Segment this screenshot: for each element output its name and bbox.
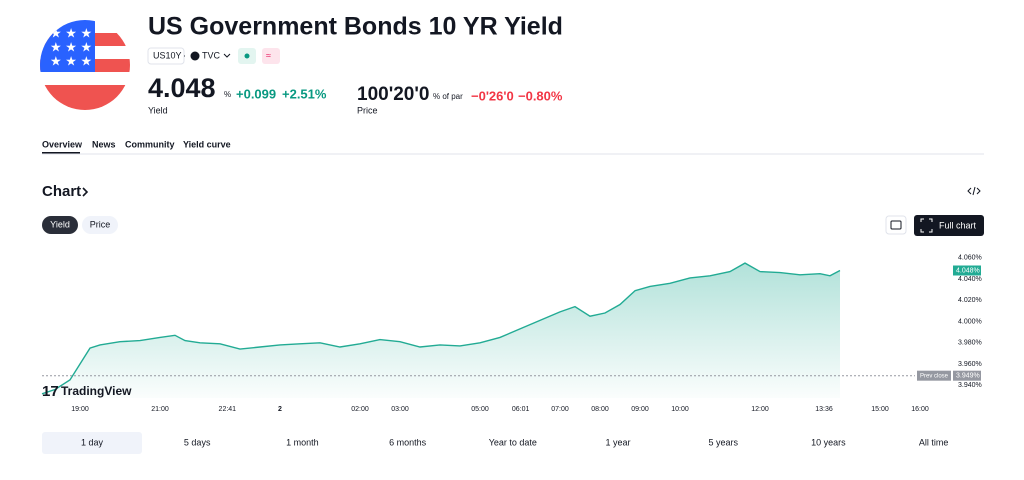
- tab[interactable]: News: [92, 139, 116, 149]
- delay-icon: ≈: [266, 50, 271, 60]
- full-chart-label: Full chart: [939, 220, 977, 230]
- range-button[interactable]: 6 months: [389, 437, 427, 447]
- range-button[interactable]: 5 years: [708, 437, 738, 447]
- x-tick-label: 19:00: [71, 406, 89, 413]
- toggle-label: Yield: [50, 219, 70, 229]
- flag-icon: ★ ★ ★★ ★ ★★ ★ ★: [40, 20, 130, 110]
- tab[interactable]: Overview: [42, 139, 83, 149]
- tab-underline: [42, 152, 80, 154]
- delay-badge[interactable]: [262, 48, 280, 64]
- y-tick-label: 4.060%: [958, 255, 982, 262]
- last-value-tag: [953, 265, 981, 276]
- price-label: Price: [357, 105, 378, 115]
- x-tick-label: 03:00: [391, 406, 409, 413]
- prev-close-value-tag: [953, 370, 981, 381]
- toggle-active[interactable]: [42, 216, 78, 234]
- range-button[interactable]: All time: [919, 437, 949, 447]
- x-tick-label: 07:00: [551, 406, 569, 413]
- snapshot-button[interactable]: [885, 215, 907, 235]
- symbol-chip[interactable]: [147, 47, 185, 65]
- y-tick-label: 3.980%: [958, 340, 982, 347]
- x-tick-label: 2: [278, 406, 282, 413]
- x-tick-label: 12:00: [751, 406, 769, 413]
- tab[interactable]: Community: [125, 139, 175, 149]
- yield-change-pct: +2.51%: [282, 86, 327, 101]
- area: [42, 263, 840, 398]
- y-tick-label: 4.020%: [958, 297, 982, 304]
- svg-text:★ ★ ★: ★ ★ ★: [50, 25, 92, 40]
- range-button[interactable]: 10 years: [811, 437, 846, 447]
- x-tick-label: 15:00: [871, 406, 889, 413]
- separator: ·: [183, 50, 186, 60]
- y-tick-label: 4.040%: [958, 276, 982, 283]
- y-tick-label: 4.000%: [958, 318, 982, 325]
- yield-label: Yield: [148, 105, 168, 115]
- yield-unit: %: [224, 90, 231, 99]
- x-tick-label: 10:00: [671, 406, 689, 413]
- x-tick-label: 05:00: [471, 406, 489, 413]
- last-value-label: 4.048%: [956, 267, 980, 274]
- range-selected: [42, 432, 142, 454]
- symbol: US10Y: [153, 50, 182, 60]
- range-button[interactable]: 1 day: [81, 437, 104, 447]
- embed-icon[interactable]: [967, 186, 981, 196]
- x-tick-label: 22:41: [219, 406, 237, 413]
- x-tick-label: 02:00: [351, 406, 369, 413]
- fullscreen-icon: [920, 218, 933, 233]
- dropdown-icon[interactable]: [223, 53, 231, 58]
- x-tick-label: 13:36: [815, 406, 833, 413]
- svg-text:★ ★ ★: ★ ★ ★: [50, 39, 92, 54]
- yield-change: +0.099: [236, 86, 276, 101]
- x-tick-label: 16:00: [911, 406, 929, 413]
- prev-close-tag: [917, 370, 951, 381]
- logo-mark: 17: [42, 383, 59, 400]
- price-value: 100'20'0: [357, 84, 429, 105]
- toggle[interactable]: [82, 216, 118, 234]
- status-dot: [244, 53, 250, 59]
- exchange: TVC: [202, 50, 221, 60]
- range-bar: 1 day 5 days 1 month 6 months Year to date 1 …: [42, 432, 948, 454]
- price-unit: % of par: [433, 92, 463, 101]
- section-title[interactable]: Chart: [42, 183, 81, 200]
- plot: 3.940% 3.960% 3.980% 4.000% 4.020% 4.040% 4.06…: [41, 255, 982, 413]
- x-tick-label: 08:00: [591, 406, 609, 413]
- prev-close-label: 3.949%: [956, 373, 980, 380]
- x-tick-label: 06:01: [512, 406, 530, 413]
- svg-text:★ ★ ★: ★ ★ ★: [50, 53, 92, 68]
- y-tick-label: 3.960%: [958, 361, 982, 368]
- toggle-label: Price: [90, 219, 111, 229]
- exchange-logo: [190, 51, 200, 61]
- price-change-pct: −0.80%: [518, 88, 563, 103]
- y-tick-label: 3.940%: [958, 382, 982, 389]
- title: US Government Bonds 10 YR Yield: [148, 13, 563, 41]
- watermark: TradingView: [61, 384, 132, 398]
- range-button[interactable]: 5 days: [184, 437, 211, 447]
- line: [41, 262, 841, 395]
- camera-icon: [890, 220, 902, 230]
- range-button[interactable]: Year to date: [489, 437, 537, 447]
- price-change: −0'26'0: [471, 88, 514, 103]
- tab[interactable]: Yield curve: [183, 139, 231, 149]
- range-button[interactable]: 1 year: [605, 437, 630, 447]
- prev-close-text: Prev close: [920, 373, 949, 379]
- x-tick-label: 21:00: [151, 406, 169, 413]
- chevron-icon: [82, 187, 89, 197]
- x-tick-label: 09:00: [631, 406, 649, 413]
- range-button[interactable]: 1 month: [286, 437, 319, 447]
- yield-value: 4.048: [148, 73, 216, 103]
